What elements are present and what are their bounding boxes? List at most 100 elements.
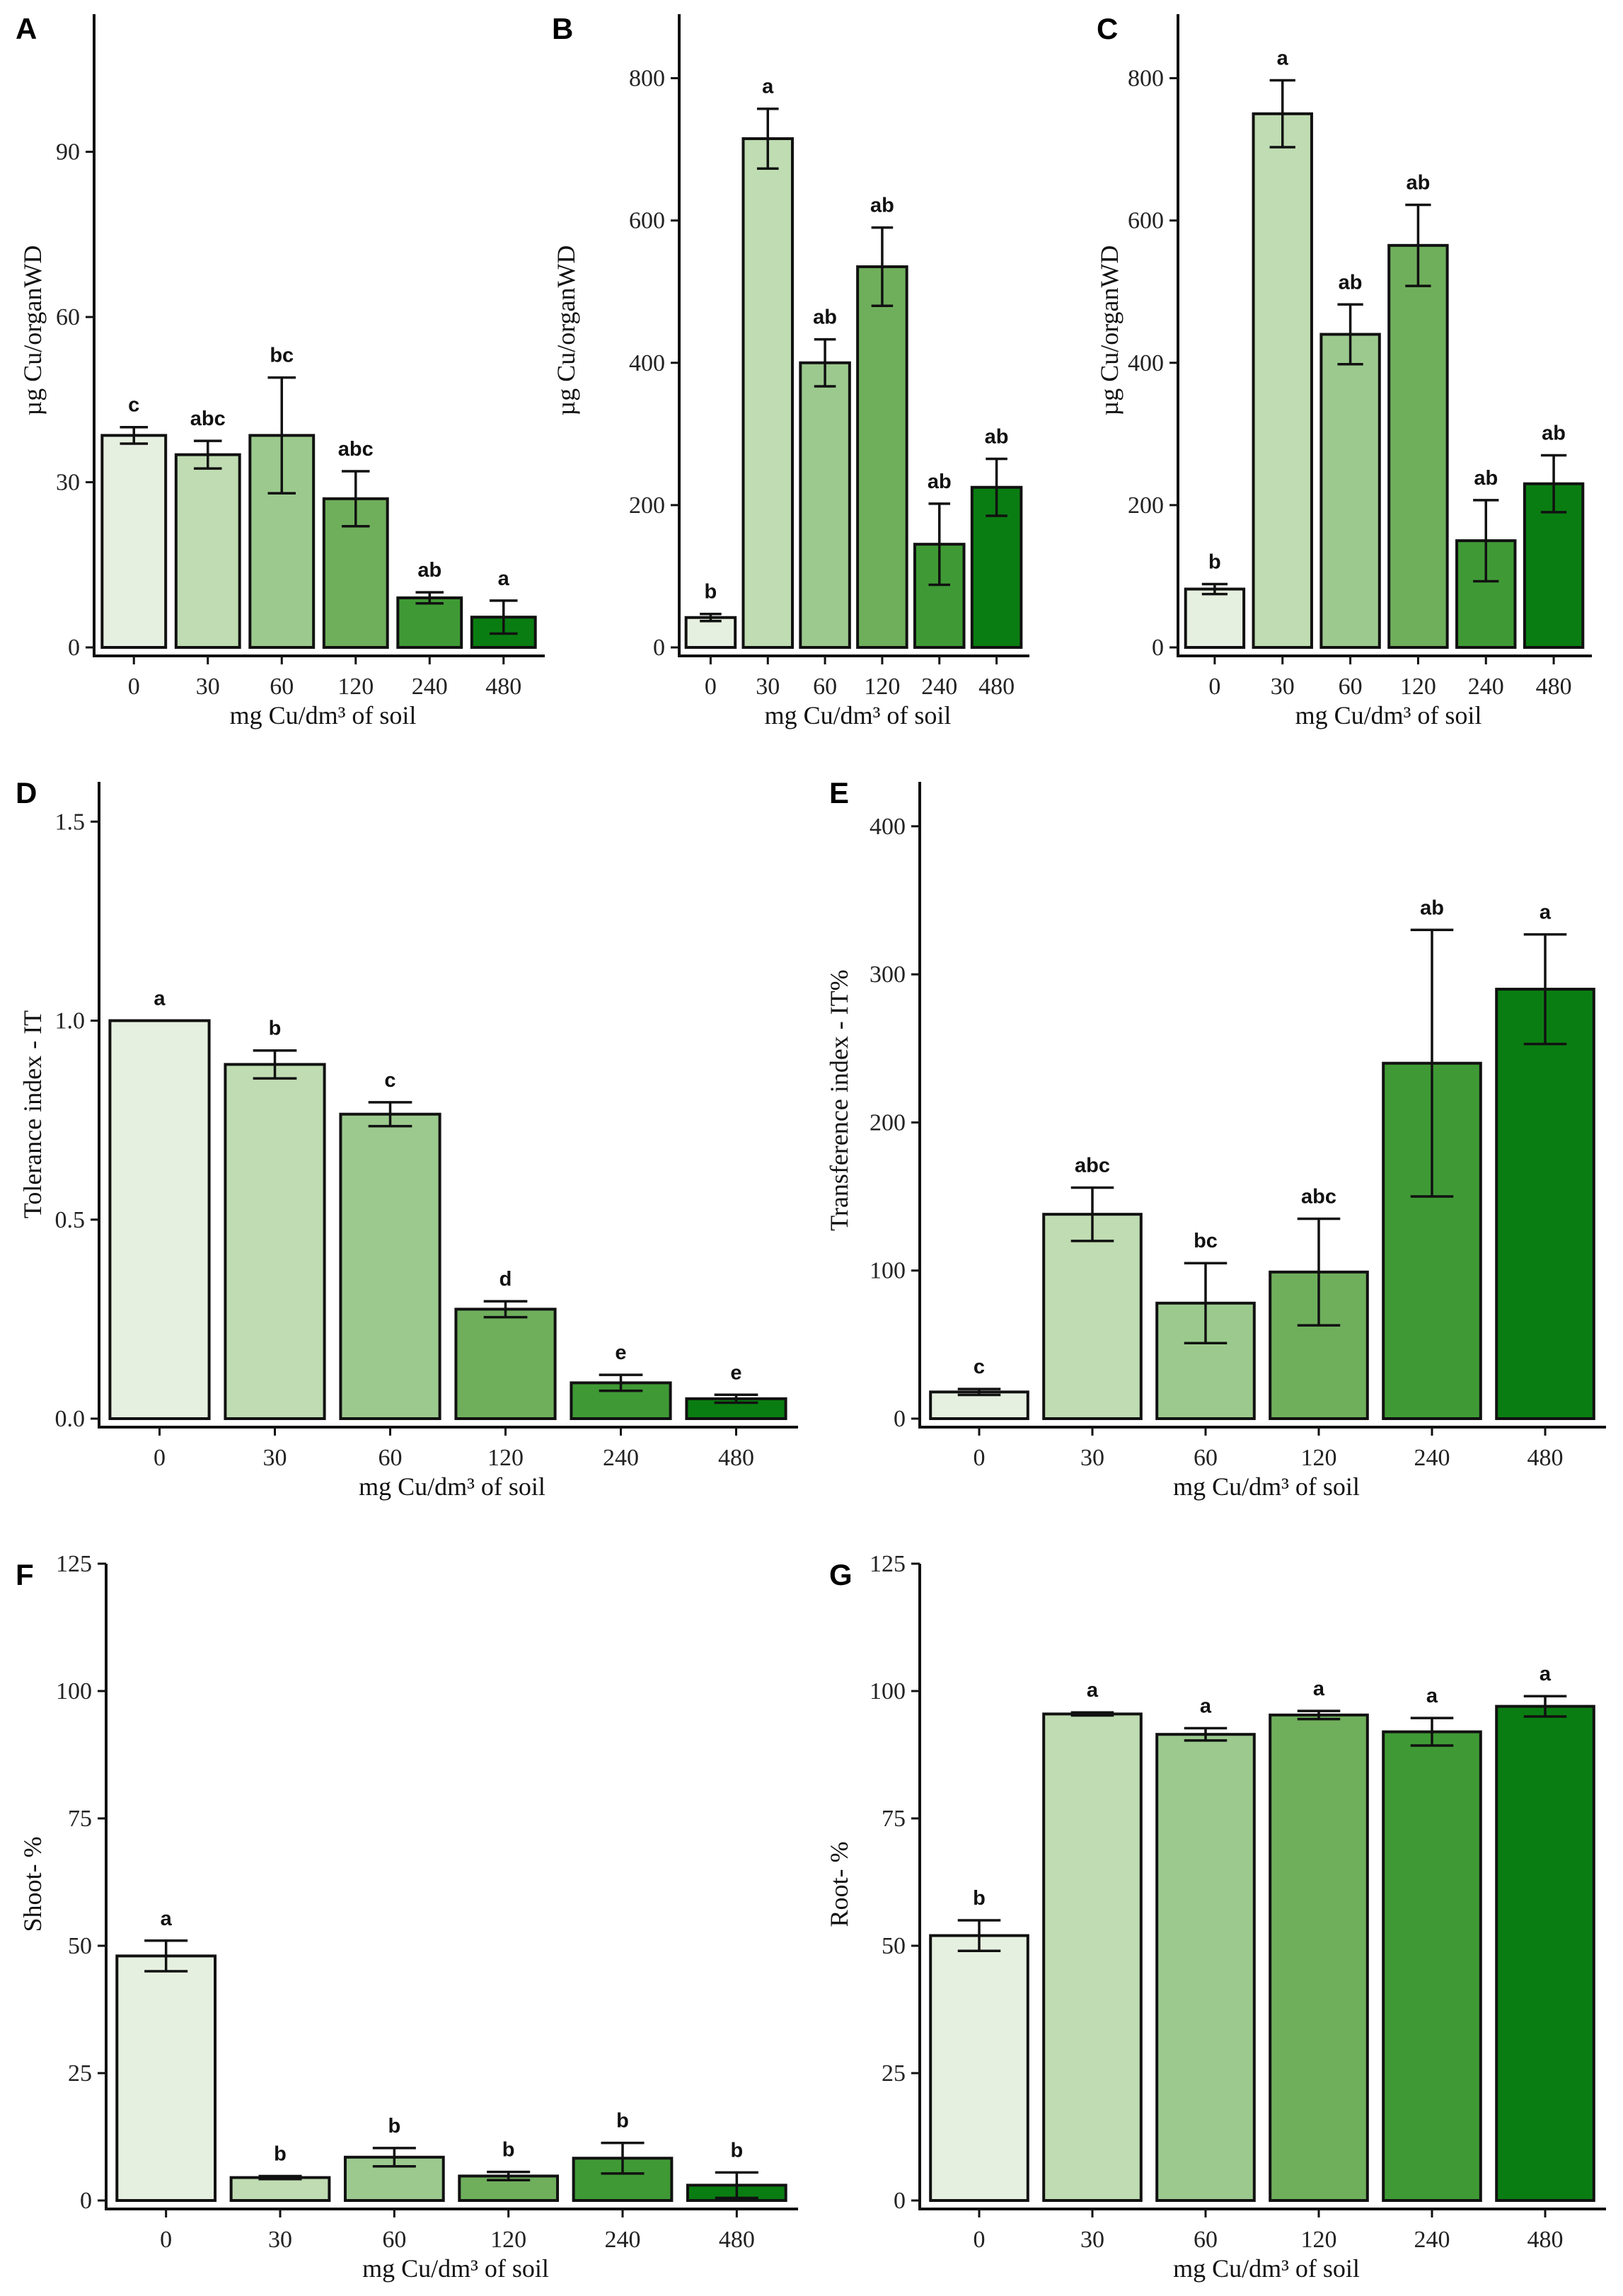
significance-label: c: [128, 394, 139, 417]
panel-g: G 0 25 50 75 100 125 Root- % b 0 a 30 a 60 a 120 a 240 a 48…: [825, 1551, 1606, 2283]
significance-label: a: [1426, 1685, 1438, 1707]
x-tick-label: 120: [337, 674, 374, 700]
significance-label: a: [1277, 47, 1289, 70]
x-tick-label: 120: [1301, 1445, 1337, 1471]
y-tick-label: 800: [629, 66, 665, 92]
x-tick-label: 30: [756, 674, 780, 700]
y-axis-title: µg Cu/organWD: [552, 245, 580, 415]
x-axis-title: mg Cu/dm³ of soil: [230, 701, 417, 729]
bar-30: [229, 2176, 331, 2203]
significance-label: b: [616, 2110, 629, 2133]
x-tick-label: 120: [490, 2227, 526, 2253]
panel-letter: F: [16, 1558, 34, 1591]
x-tick-label: 240: [412, 674, 448, 700]
bar-480: [1495, 988, 1595, 1421]
y-tick-label: 300: [870, 962, 906, 988]
significance-label: ab: [1406, 172, 1430, 195]
bar-30: [1042, 1213, 1143, 1421]
panel-a: A 0 30 60 90 µg Cu/organWD c 0 abc 30 bc 60 abc 120 ab…: [16, 12, 545, 729]
x-tick-label: 0: [128, 674, 140, 700]
panel-e: E 0 100 200 300 400 Transference index - IT% c 0…: [825, 776, 1606, 1501]
y-axis-title: µg Cu/organWD: [1095, 245, 1124, 415]
significance-label: abc: [1075, 1154, 1110, 1177]
significance-label: bc: [270, 345, 294, 367]
x-tick-label: 30: [1080, 2227, 1104, 2253]
y-tick-label: 75: [68, 1806, 92, 1832]
y-tick-label: 30: [56, 470, 80, 496]
y-tick-label: 60: [56, 304, 80, 330]
significance-label: b: [388, 2115, 400, 2138]
x-tick-label: 0: [974, 2227, 986, 2253]
significance-label: a: [1200, 1695, 1212, 1718]
x-tick-label: 480: [718, 1445, 754, 1471]
y-tick-label: 0: [653, 635, 665, 661]
significance-label: b: [274, 2142, 287, 2165]
x-tick-label: 60: [1339, 674, 1363, 700]
x-tick-label: 120: [1301, 2227, 1337, 2253]
y-tick-label: 400: [870, 814, 906, 840]
y-tick-label: 0: [80, 2188, 92, 2214]
bar-0: [115, 1954, 217, 2202]
x-axis-title: mg Cu/dm³ of soil: [765, 701, 952, 729]
significance-label: ab: [813, 306, 837, 329]
significance-label: ab: [1339, 271, 1363, 294]
significance-label: b: [269, 1017, 282, 1040]
significance-label: a: [161, 1908, 173, 1930]
x-tick-label: 480: [1527, 1445, 1564, 1471]
y-tick-label: 0.5: [55, 1207, 86, 1233]
significance-label: ab: [985, 426, 1009, 449]
bar-120: [856, 265, 908, 649]
y-axis-title: Tolerance index - IT: [18, 1010, 47, 1218]
y-tick-label: 0.0: [55, 1406, 86, 1432]
significance-label: b: [502, 2139, 515, 2162]
y-tick-label: 600: [629, 208, 665, 234]
x-axis-title: mg Cu/dm³ of soil: [1173, 2254, 1360, 2283]
bar-60: [1155, 1301, 1256, 1420]
y-tick-label: 200: [870, 1109, 906, 1136]
y-tick-label: 90: [56, 139, 80, 166]
x-tick-label: 0: [1208, 674, 1220, 700]
x-tick-label: 60: [270, 674, 294, 700]
x-tick-label: 480: [1536, 674, 1572, 700]
y-axis-title: Shoot- %: [18, 1837, 47, 1932]
bar-60: [799, 361, 851, 649]
x-tick-label: 0: [705, 674, 717, 700]
y-tick-label: 75: [882, 1806, 906, 1832]
x-tick-label: 240: [603, 1445, 639, 1471]
panel-letter: D: [16, 776, 37, 809]
significance-label: ab: [928, 471, 952, 493]
significance-label: b: [1208, 551, 1221, 574]
x-tick-label: 30: [1271, 674, 1295, 700]
panel-letter: A: [16, 12, 37, 45]
significance-label: a: [498, 567, 510, 590]
x-tick-label: 60: [813, 674, 837, 700]
y-tick-label: 0: [894, 2188, 906, 2214]
bar-0: [929, 1934, 1029, 2203]
bar-30: [1042, 1712, 1143, 2202]
x-tick-label: 0: [974, 1445, 986, 1471]
x-tick-label: 60: [1194, 1445, 1218, 1471]
x-tick-label: 30: [263, 1445, 287, 1471]
significance-label: b: [705, 581, 717, 604]
x-tick-label: 480: [485, 674, 521, 700]
bar-60: [339, 1112, 441, 1420]
y-tick-label: 100: [870, 1678, 906, 1704]
x-tick-label: 120: [1400, 674, 1436, 700]
significance-label: a: [762, 76, 774, 98]
bar-0: [108, 1019, 211, 1420]
y-axis-title: Root- %: [825, 1842, 853, 1927]
panel-letter: B: [552, 12, 573, 45]
x-tick-label: 30: [1080, 1445, 1104, 1471]
panel-c: C 0 200 400 600 800 µg Cu/organWD b 0 a 30 ab 60 ab 12…: [1095, 12, 1592, 729]
y-tick-label: 125: [56, 1551, 92, 1577]
significance-label: c: [384, 1069, 395, 1092]
x-tick-label: 480: [1527, 2227, 1564, 2253]
x-tick-label: 0: [154, 1445, 166, 1471]
y-tick-label: 400: [1128, 350, 1164, 376]
y-tick-label: 1.5: [55, 809, 86, 835]
y-tick-label: 200: [629, 492, 665, 519]
bar-240: [1455, 539, 1517, 649]
x-tick-label: 120: [864, 674, 900, 700]
x-tick-label: 240: [1468, 674, 1504, 700]
